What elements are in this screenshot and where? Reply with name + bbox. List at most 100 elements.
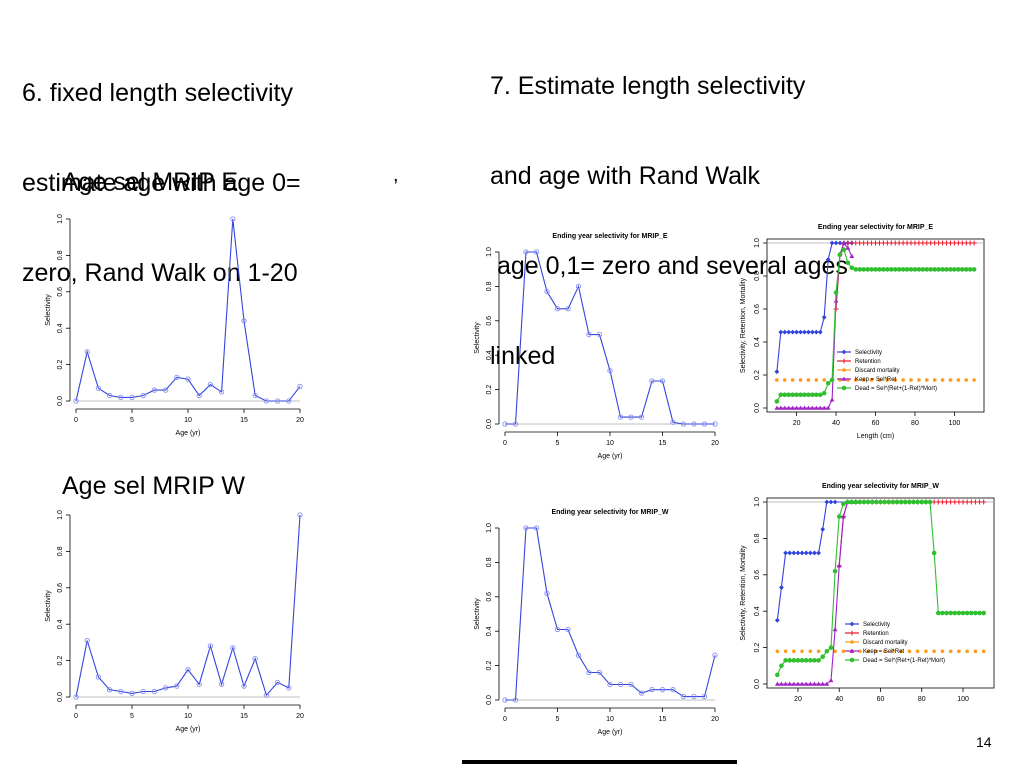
data-point	[806, 378, 811, 382]
data-point	[230, 645, 236, 651]
data-point	[825, 257, 831, 262]
y-axis-label: Selectivity	[474, 598, 481, 630]
data-point	[798, 378, 803, 382]
data-point	[832, 568, 838, 574]
left-heading-line-3: zero, Rand Walk on 1-20	[22, 259, 298, 287]
data-point	[523, 249, 529, 255]
data-point	[960, 267, 965, 272]
series-line	[75, 218, 301, 402]
data-point	[607, 368, 613, 374]
data-point	[944, 610, 949, 616]
data-point	[948, 267, 953, 272]
data-point	[565, 626, 571, 633]
data-point	[502, 421, 508, 427]
data-point	[297, 383, 303, 390]
y-tick-label: 0.6	[486, 316, 493, 326]
series-dead	[774, 247, 977, 404]
data-point	[832, 499, 838, 505]
data-point	[832, 627, 838, 632]
data-point	[824, 648, 830, 654]
data-point	[808, 658, 813, 663]
data-point	[806, 392, 811, 398]
data-point	[628, 414, 634, 420]
x-tick-label: 10	[606, 716, 614, 723]
y-tick-label: 0.2	[754, 643, 761, 653]
chart-ending-sel-mrip-e-age-svg: Ending year selectivity for MRIP_E 0.0 0.2…	[474, 233, 719, 460]
data-point	[919, 499, 925, 505]
data-point	[873, 267, 878, 272]
x-tick-label: 20	[711, 440, 719, 447]
data-point	[807, 681, 813, 686]
x-tick-label: 80	[918, 696, 926, 703]
x-tick-label: 60	[872, 420, 880, 427]
data-point	[218, 681, 225, 687]
data-point	[286, 685, 292, 691]
right-heading-line-4: linked	[490, 342, 556, 370]
data-point	[837, 252, 843, 257]
y-axis-label: Selectivity, Retention, Mortality	[740, 277, 747, 373]
x-tick-label: 5	[556, 716, 560, 723]
data-point	[808, 649, 813, 654]
data-point	[869, 378, 874, 382]
legend-marker	[850, 640, 854, 644]
data-point	[779, 663, 784, 669]
data-point	[814, 378, 819, 382]
legend: Selectivity Retention Discard mortality Kee…	[837, 349, 937, 392]
data-point	[263, 398, 270, 404]
chart-age-sel-mrip-e: 0.0 0.2 0.4 0.6 0.8 1.0 0 5 10 15 20 Age (yr) Select…	[20, 205, 310, 455]
series-selectivity	[774, 499, 984, 623]
legend-marker	[841, 349, 847, 355]
legend-entry: Retention	[863, 631, 889, 637]
legend-marker	[841, 385, 847, 391]
data-point	[869, 499, 875, 505]
data-point	[928, 267, 934, 272]
data-point	[865, 499, 871, 505]
data-point	[252, 392, 258, 399]
y-tick-label: 0.6	[754, 304, 761, 314]
data-point	[812, 550, 817, 556]
y-tick-label: 0.4	[754, 606, 761, 616]
legend-marker	[849, 621, 855, 627]
y-axis-label: Selectivity, Retention, Mortality	[740, 545, 747, 641]
series-retention	[833, 240, 977, 312]
data-point	[969, 610, 974, 616]
legend-entry: Dead = Sel*(Ret+(1-Ret)*Mort)	[863, 658, 945, 664]
x-tick-label: 20	[793, 420, 801, 427]
data-point	[774, 405, 780, 410]
x-axis-label: Age (yr)	[598, 453, 623, 460]
data-point	[882, 499, 887, 505]
y-tick-label: 1.0	[486, 247, 493, 257]
data-point	[803, 658, 809, 663]
data-point	[829, 377, 835, 383]
y-tick-label: 0.0	[57, 692, 64, 702]
data-point	[869, 267, 874, 272]
legend-entry: Selectivity	[863, 622, 890, 628]
data-point	[778, 405, 784, 410]
data-point	[845, 245, 851, 250]
x-tick-label: 40	[835, 696, 843, 703]
data-point	[915, 649, 920, 654]
data-point	[908, 267, 914, 272]
data-point	[899, 649, 903, 654]
data-point	[782, 392, 788, 398]
data-point	[813, 405, 819, 410]
data-point	[774, 681, 780, 686]
data-point	[806, 329, 811, 335]
y-tick-label: 0.0	[486, 695, 493, 705]
data-point	[782, 378, 787, 382]
data-point	[932, 378, 937, 382]
y-tick-label: 1.0	[57, 214, 64, 224]
data-point	[596, 331, 603, 338]
data-point	[775, 672, 780, 678]
y-tick-label: 0.6	[57, 287, 64, 297]
y-tick-label: 0.2	[754, 370, 761, 380]
y-tick-label: 1.0	[57, 510, 64, 520]
y-tick-label: 0.6	[57, 583, 64, 593]
x-tick-label: 0	[503, 716, 507, 723]
label-mark: ,	[393, 164, 399, 186]
data-point	[794, 405, 799, 410]
data-point	[533, 249, 540, 255]
data-point	[798, 405, 803, 410]
data-point	[944, 267, 949, 272]
data-point	[807, 550, 813, 556]
